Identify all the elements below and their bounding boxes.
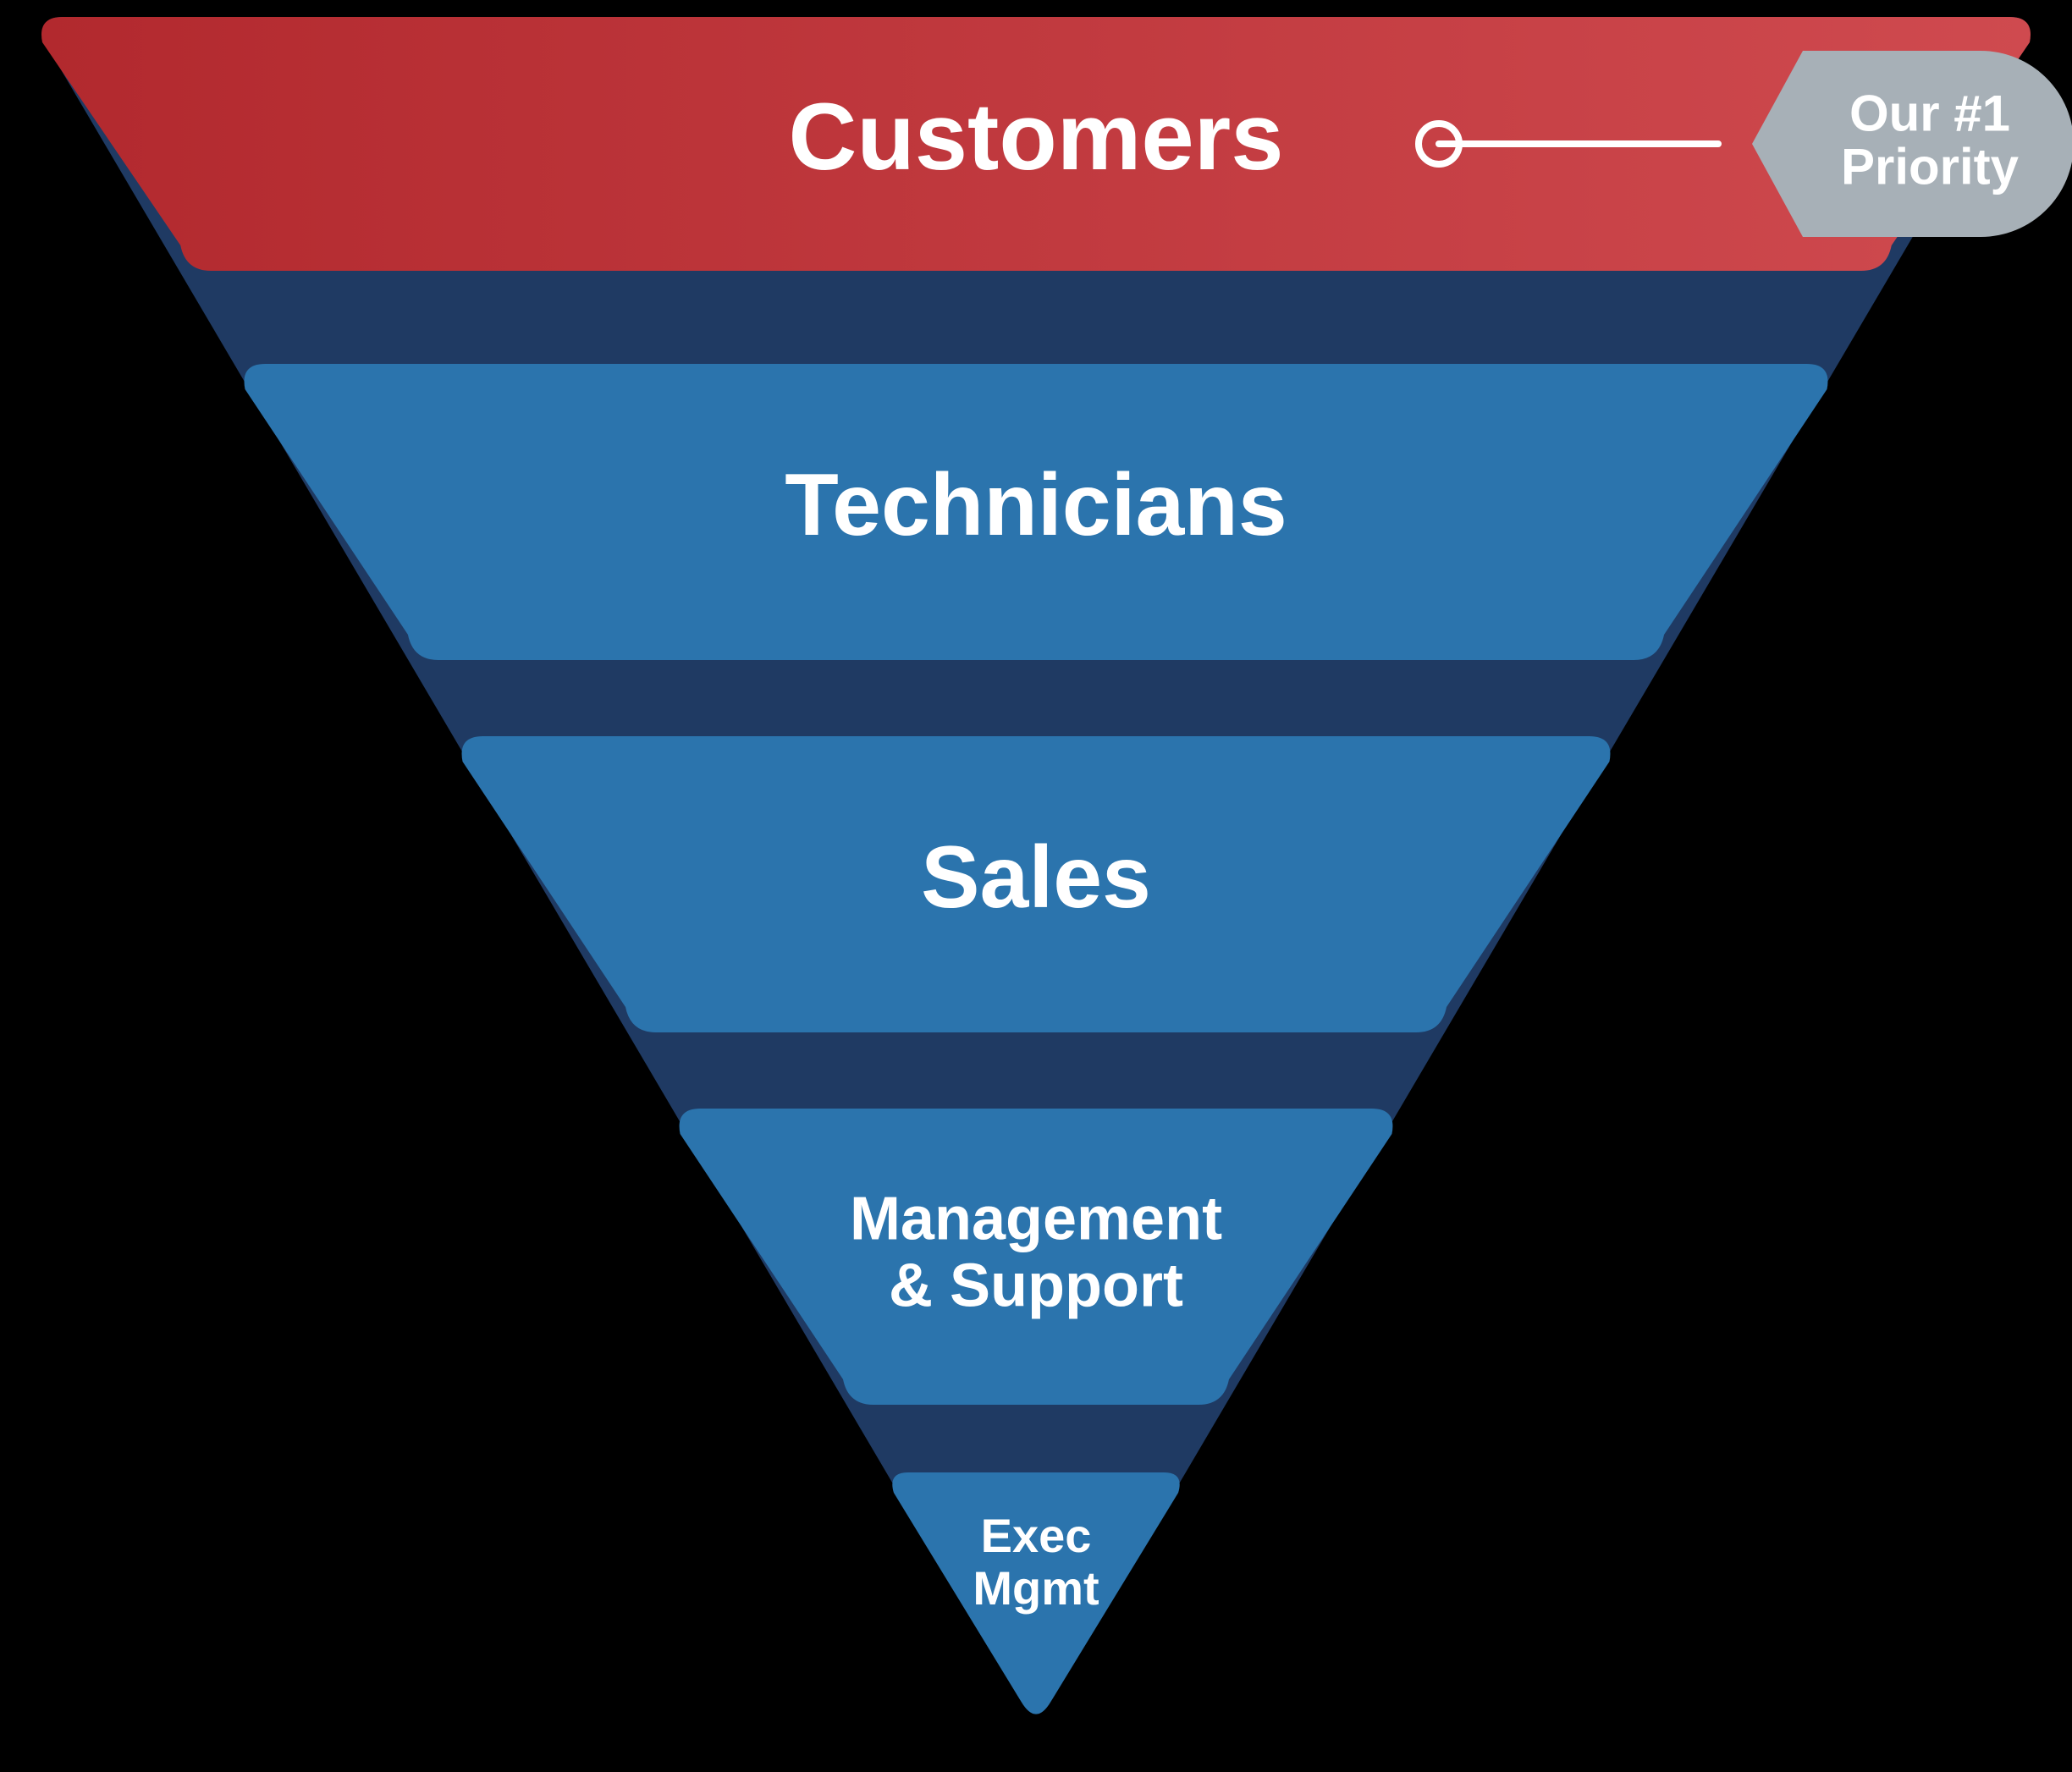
funnel-label-sales: Sales (921, 828, 1151, 927)
callout-text: Our #1Priority (1841, 85, 2020, 195)
funnel-label-management-support: Management& Support (850, 1185, 1222, 1319)
funnel-diagram: Customers Our #1Priority Technicians Sales M… (0, 0, 2072, 1772)
funnel-label-customers: Customers (788, 84, 1283, 190)
funnel-label-technicians: Technicians (785, 456, 1287, 554)
funnel-label-exec-mgmt: ExecMgmt (973, 1509, 1099, 1615)
